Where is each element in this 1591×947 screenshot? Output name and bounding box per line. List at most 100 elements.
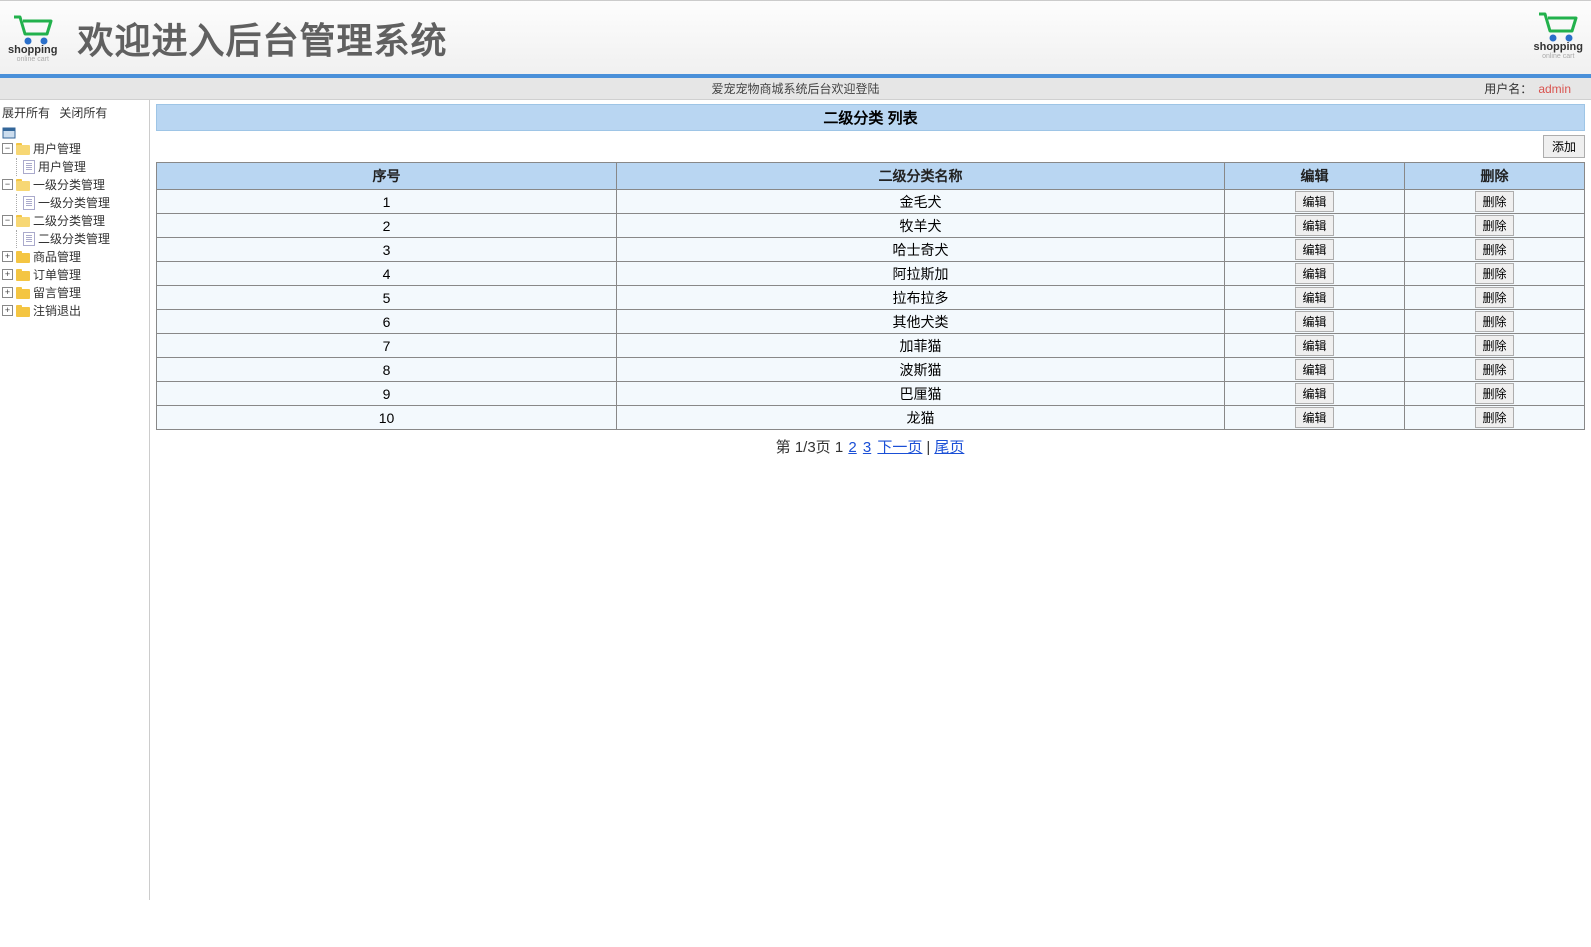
- tree-label: 注销退出: [33, 302, 81, 319]
- tree-node-6[interactable]: + 注销退出: [2, 302, 147, 320]
- table-row: 10龙猫 编辑 删除: [157, 406, 1585, 430]
- cell-no: 3: [157, 238, 617, 262]
- edit-button[interactable]: 编辑: [1295, 263, 1333, 284]
- cell-no: 4: [157, 262, 617, 286]
- cell-name: 阿拉斯加: [617, 262, 1225, 286]
- tree-node-1[interactable]: − 一级分类管理: [2, 176, 147, 194]
- cell-del: 删除: [1405, 406, 1585, 430]
- cart-icon: [11, 12, 55, 46]
- edit-button[interactable]: 编辑: [1295, 287, 1333, 308]
- delete-button[interactable]: 删除: [1475, 239, 1513, 260]
- tree-node-2[interactable]: −二级分类管理: [2, 212, 147, 230]
- edit-button[interactable]: 编辑: [1295, 191, 1333, 212]
- expand-icon[interactable]: +: [2, 287, 13, 298]
- collapse-icon[interactable]: −: [2, 143, 13, 154]
- cell-no: 2: [157, 214, 617, 238]
- table-row: 1金毛犬 编辑 删除: [157, 190, 1585, 214]
- cell-edit: 编辑: [1225, 238, 1405, 262]
- cell-del: 删除: [1405, 262, 1585, 286]
- edit-button[interactable]: 编辑: [1295, 407, 1333, 428]
- delete-button[interactable]: 删除: [1475, 215, 1513, 236]
- page-prefix: 第: [776, 439, 795, 456]
- next-page-link[interactable]: 下一页: [877, 439, 922, 456]
- cell-del: 删除: [1405, 286, 1585, 310]
- cell-name: 龙猫: [617, 406, 1225, 430]
- tree-label: 留言管理: [33, 284, 81, 301]
- document-icon: [23, 196, 35, 210]
- cell-name: 金毛犬: [617, 190, 1225, 214]
- tree-child-label: 一级分类管理: [38, 194, 110, 211]
- page-info: 1/3页: [795, 439, 835, 456]
- logo-text-2: online cart: [17, 56, 49, 63]
- cell-no: 7: [157, 334, 617, 358]
- delete-button[interactable]: 删除: [1475, 263, 1513, 284]
- table-row: 4阿拉斯加 编辑 删除: [157, 262, 1585, 286]
- add-row: 添加: [156, 131, 1585, 162]
- edit-button[interactable]: 编辑: [1295, 335, 1333, 356]
- logo-text-1: shopping: [1534, 41, 1584, 53]
- delete-button[interactable]: 删除: [1475, 407, 1513, 428]
- separator: |: [926, 439, 930, 456]
- cell-del: 删除: [1405, 310, 1585, 334]
- edit-button[interactable]: 编辑: [1295, 359, 1333, 380]
- tree-node-3[interactable]: +商品管理: [2, 248, 147, 266]
- tree-child-node[interactable]: 一级分类管理: [23, 194, 147, 212]
- col-header-edit: 编辑: [1225, 163, 1405, 190]
- delete-button[interactable]: 删除: [1475, 359, 1513, 380]
- cell-name: 巴厘猫: [617, 382, 1225, 406]
- user-label: 用户名：: [1484, 82, 1532, 96]
- delete-button[interactable]: 删除: [1475, 287, 1513, 308]
- delete-button[interactable]: 删除: [1475, 335, 1513, 356]
- cell-name: 波斯猫: [617, 358, 1225, 382]
- cart-icon: [1536, 9, 1580, 43]
- tree-child-node[interactable]: 二级分类管理: [23, 230, 147, 248]
- sidebar: 展开所有 关闭所有 −用户管理用户管理−一级分类管理一级分类管理−二级分类管理二…: [0, 100, 150, 900]
- cell-no: 10: [157, 406, 617, 430]
- table-row: 8波斯猫编辑删除: [157, 358, 1585, 382]
- header: shopping online cart 欢迎进入后台管理系统 shopping…: [0, 0, 1591, 78]
- collapse-all-link[interactable]: 关闭所有: [59, 106, 107, 120]
- tree-label: 一级分类管理: [33, 176, 105, 193]
- edit-button[interactable]: 编辑: [1295, 311, 1333, 332]
- table-row: 6其他犬类编辑删除: [157, 310, 1585, 334]
- tree-label: 订单管理: [33, 266, 81, 283]
- collapse-icon[interactable]: −: [2, 179, 13, 190]
- sidebar-actions: 展开所有 关闭所有: [2, 104, 147, 121]
- cell-del: 删除: [1405, 358, 1585, 382]
- expand-icon[interactable]: +: [2, 269, 13, 280]
- cell-no: 6: [157, 310, 617, 334]
- tree-node-4[interactable]: + 订单管理: [2, 266, 147, 284]
- delete-button[interactable]: 删除: [1475, 191, 1513, 212]
- tree-node-5[interactable]: + 留言管理: [2, 284, 147, 302]
- cell-del: 删除: [1405, 382, 1585, 406]
- cell-name: 哈士奇犬: [617, 238, 1225, 262]
- collapse-icon[interactable]: −: [2, 215, 13, 226]
- edit-button[interactable]: 编辑: [1295, 383, 1333, 404]
- cell-del: 删除: [1405, 214, 1585, 238]
- add-button[interactable]: 添加: [1543, 135, 1585, 158]
- edit-button[interactable]: 编辑: [1295, 239, 1333, 260]
- tree-label: 用户管理: [33, 140, 81, 157]
- cell-no: 1: [157, 190, 617, 214]
- cell-name: 加菲猫: [617, 334, 1225, 358]
- delete-button[interactable]: 删除: [1475, 383, 1513, 404]
- last-page-link[interactable]: 尾页: [934, 439, 964, 456]
- username: admin: [1538, 82, 1571, 96]
- tree-child-node[interactable]: 用户管理: [23, 158, 147, 176]
- cell-edit: 编辑: [1225, 406, 1405, 430]
- page-3-link[interactable]: 3: [863, 439, 871, 456]
- logo-left: shopping online cart: [8, 12, 58, 63]
- tree-root-icon: [2, 125, 147, 140]
- pagination: 第 1/3页 1 2 3 下一页|尾页: [156, 430, 1585, 463]
- delete-button[interactable]: 删除: [1475, 311, 1513, 332]
- expand-icon[interactable]: +: [2, 251, 13, 262]
- page-2-link[interactable]: 2: [848, 439, 856, 456]
- tree-node-0[interactable]: − 用户管理: [2, 140, 147, 158]
- edit-button[interactable]: 编辑: [1295, 215, 1333, 236]
- cell-del: 删除: [1405, 238, 1585, 262]
- expand-all-link[interactable]: 展开所有: [2, 106, 50, 120]
- table-row: 3哈士奇犬 编辑 删除: [157, 238, 1585, 262]
- status-user: 用户名： admin: [1484, 80, 1571, 97]
- expand-icon[interactable]: +: [2, 305, 13, 316]
- logo-right: shopping online cart: [1534, 9, 1584, 60]
